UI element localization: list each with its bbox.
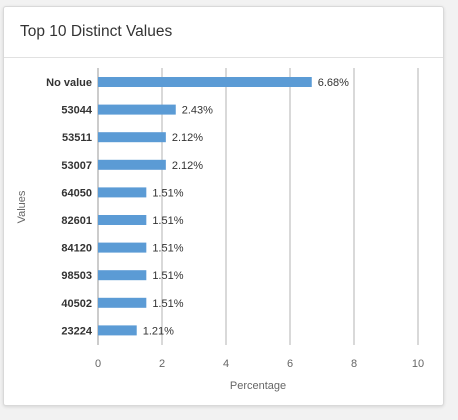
bar	[98, 215, 147, 225]
bar	[98, 325, 137, 336]
data-label: 6.68%	[318, 77, 349, 89]
top-values-card: Top 10 Distinct Values	[3, 6, 444, 406]
bar	[98, 104, 176, 115]
category-label: 23224	[61, 325, 92, 337]
data-label: 1.51%	[152, 243, 183, 255]
bar	[98, 270, 147, 281]
data-label: 2.43%	[182, 105, 213, 117]
bar	[98, 187, 147, 198]
data-label: 2.12%	[172, 160, 203, 172]
category-label: No value	[46, 77, 92, 89]
x-tick-label: 10	[412, 358, 424, 370]
data-label: 1.21%	[143, 325, 174, 337]
x-tick-label: 2	[159, 358, 165, 370]
x-tick-label: 6	[287, 358, 293, 370]
bar	[98, 242, 147, 253]
category-label: 53044	[61, 105, 92, 117]
category-label: 98503	[61, 270, 92, 282]
data-label: 1.51%	[152, 270, 183, 282]
data-label: 2.12%	[172, 132, 203, 144]
x-tick-label: 4	[223, 358, 229, 370]
data-label: 1.51%	[152, 187, 183, 199]
category-label: 53007	[61, 160, 92, 172]
category-label: 53511	[62, 132, 92, 144]
category-label: 64050	[61, 187, 92, 199]
category-label: 84120	[61, 243, 92, 255]
data-label: 1.51%	[152, 215, 183, 227]
x-tick-label: 0	[95, 358, 101, 370]
bar	[98, 132, 166, 143]
category-label: 82601	[61, 215, 92, 227]
category-label: 40502	[61, 298, 92, 310]
x-axis-title: Percentage	[230, 380, 286, 392]
y-axis-title: Values	[16, 190, 28, 223]
x-tick-label: 8	[351, 358, 357, 370]
data-label: 1.51%	[152, 298, 183, 310]
bar	[98, 297, 147, 308]
card-title: Top 10 Distinct Values	[20, 23, 173, 40]
bar	[98, 159, 166, 170]
bar	[98, 77, 312, 87]
card-header: Top 10 Distinct Values	[4, 7, 443, 58]
